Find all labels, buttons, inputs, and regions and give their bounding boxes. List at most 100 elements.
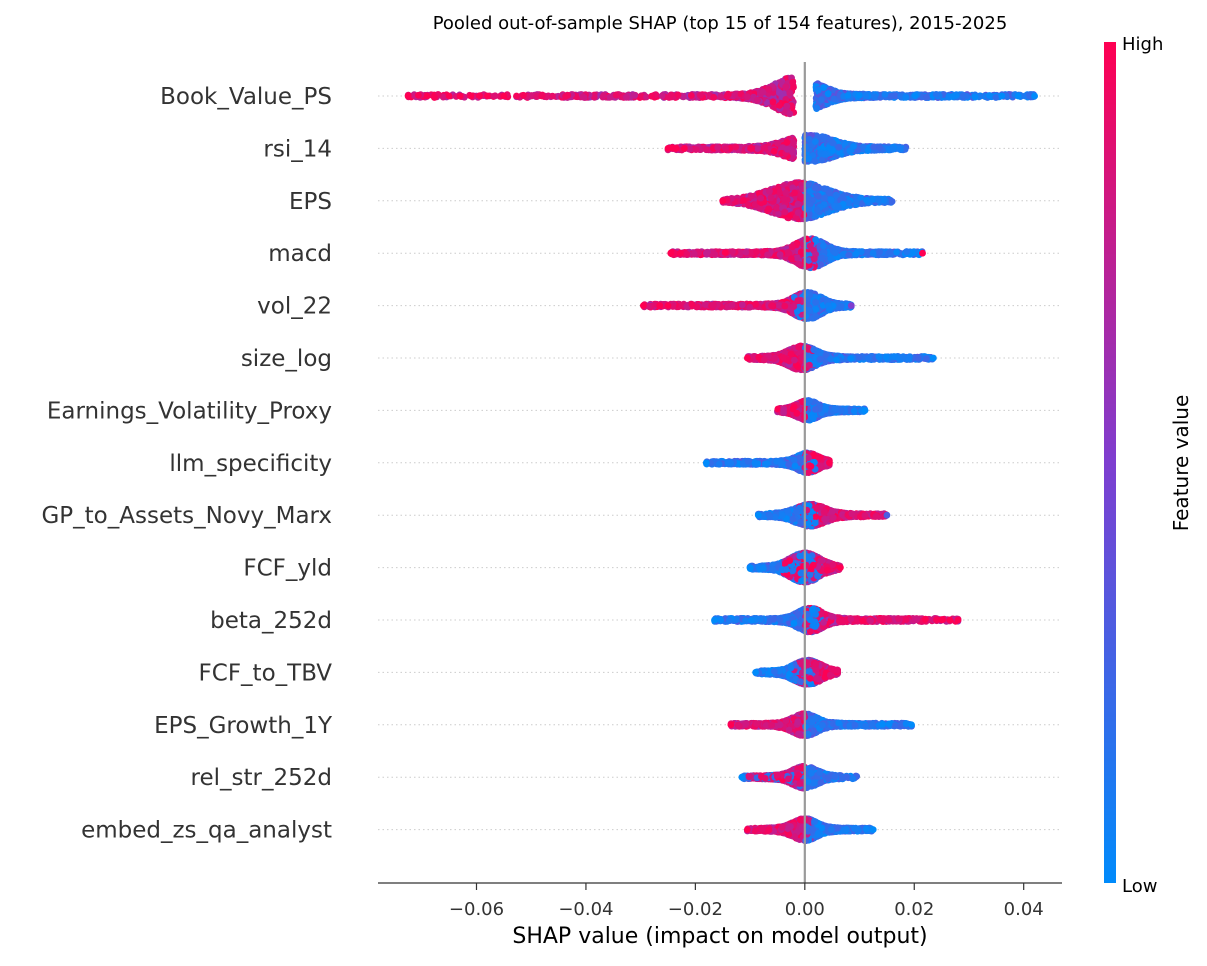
- shap-point: [765, 86, 772, 93]
- shap-point: [912, 92, 919, 99]
- shap-point: [786, 90, 793, 97]
- shap-point: [863, 197, 870, 204]
- shap-point: [826, 190, 833, 197]
- shap-point: [710, 94, 717, 101]
- shap-point: [820, 84, 827, 91]
- shap-point: [835, 144, 842, 151]
- shap-point: [784, 146, 791, 153]
- shap-point: [845, 92, 852, 99]
- shap-point: [875, 197, 882, 204]
- shap-point: [673, 145, 680, 152]
- shap-point: [606, 94, 613, 101]
- shap-point: [770, 98, 777, 105]
- shap-point: [754, 97, 761, 104]
- shap-point: [805, 155, 812, 162]
- shap-point: [748, 145, 755, 152]
- shap-point: [513, 93, 520, 100]
- shap-point: [933, 91, 940, 98]
- shap-point: [415, 92, 422, 99]
- shap-point: [781, 196, 788, 203]
- shap-point: [457, 93, 464, 100]
- shap-point: [786, 111, 793, 118]
- shap-point: [1015, 93, 1022, 100]
- shap-point: [668, 92, 675, 99]
- shap-point: [902, 94, 909, 101]
- shap-point: [744, 93, 751, 100]
- shap-point: [405, 93, 412, 100]
- shap-point: [781, 209, 788, 216]
- shap-point: [714, 144, 721, 151]
- shap-point: [1031, 93, 1038, 100]
- shap-point: [871, 94, 878, 101]
- shap-point: [825, 90, 832, 97]
- shap-point: [539, 92, 546, 99]
- shap-point: [520, 92, 527, 99]
- shap-point: [754, 145, 761, 152]
- shap-point: [831, 96, 838, 103]
- shap-point: [771, 148, 778, 155]
- shap-point: [732, 144, 739, 151]
- shap-point: [782, 190, 789, 197]
- shap-point: [613, 92, 620, 99]
- shap-point: [789, 79, 796, 86]
- shap-point: [815, 193, 822, 200]
- shap-point: [846, 200, 853, 207]
- shap-point: [784, 139, 791, 146]
- shap-point: [862, 93, 869, 100]
- shap-point: [631, 92, 638, 99]
- shap-point: [703, 146, 710, 153]
- shap-point: [897, 146, 904, 153]
- shap-point: [724, 93, 731, 100]
- shap-point: [818, 96, 825, 103]
- shap-point: [580, 93, 587, 100]
- shap-point: [813, 104, 820, 111]
- shap-point: [648, 93, 655, 100]
- shap-point: [431, 94, 438, 101]
- shap-point: [811, 184, 818, 191]
- points-layer: [405, 75, 1038, 844]
- shap-point: [675, 92, 682, 99]
- shap-point: [717, 94, 724, 101]
- shap-point: [876, 144, 883, 151]
- feature-points-rsi_14: [665, 132, 910, 165]
- shap-point: [819, 157, 826, 164]
- shap-point: [888, 93, 895, 100]
- shap-point: [549, 93, 556, 100]
- shap-point: [850, 143, 857, 150]
- shap-point: [821, 151, 828, 158]
- shap-point: [998, 93, 1005, 100]
- shap-point: [761, 145, 768, 152]
- shap-point: [986, 92, 993, 99]
- shap-point: [424, 93, 431, 100]
- shap-point: [688, 92, 695, 99]
- shap-point: [564, 92, 571, 99]
- shap-point: [871, 143, 878, 150]
- shap-point: [446, 93, 453, 100]
- shap-point: [659, 92, 666, 99]
- shap-point: [812, 158, 819, 165]
- shap-point: [949, 93, 956, 100]
- shap-point: [812, 138, 819, 145]
- shap-point: [782, 84, 789, 91]
- shap-point: [765, 206, 772, 213]
- shap-point: [993, 94, 1000, 101]
- shap-point: [882, 91, 889, 98]
- shap-point: [768, 194, 775, 201]
- shap-point: [665, 145, 672, 152]
- shap-point: [681, 145, 688, 152]
- shap-point: [476, 92, 483, 99]
- shap-point: [783, 103, 790, 110]
- shap-point: [856, 92, 863, 99]
- feature-points-EPS: [719, 179, 895, 222]
- shap-point: [468, 93, 475, 100]
- shap-point: [693, 146, 700, 153]
- shap-point: [722, 145, 729, 152]
- shap-point: [806, 136, 813, 143]
- shap-point: [484, 93, 491, 100]
- shap-point: [623, 94, 630, 101]
- shap-point: [795, 201, 802, 208]
- shap-point: [822, 134, 829, 141]
- shap-point: [960, 92, 967, 99]
